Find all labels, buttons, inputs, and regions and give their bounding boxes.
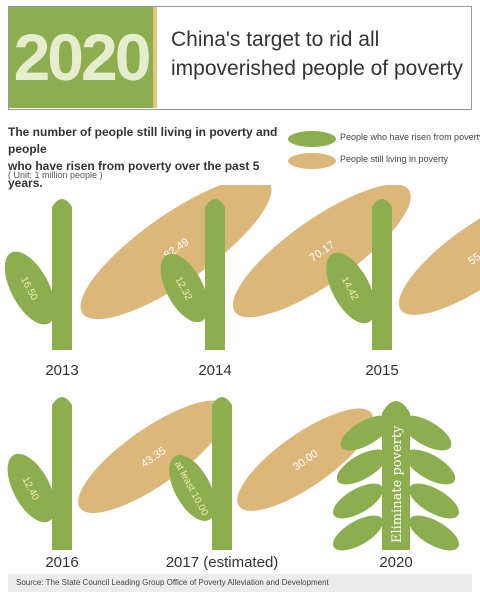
legend-swatch-green bbox=[288, 131, 336, 147]
year-label: 2015 bbox=[365, 362, 398, 379]
target-year: 2020 bbox=[13, 20, 152, 94]
plant-stem bbox=[52, 199, 72, 350]
title-line-2: impoverished people of poverty bbox=[171, 57, 463, 80]
tan-leaf-shape bbox=[78, 400, 229, 513]
year-label: 2020 bbox=[379, 554, 412, 570]
unit-note: ( Unit: 1 million people ) bbox=[8, 170, 103, 180]
legend: People who have risen from poverty Peopl… bbox=[288, 128, 480, 172]
subtitle-line-2: who have risen from poverty over the pas… bbox=[8, 159, 260, 190]
small-leaf bbox=[405, 449, 456, 485]
small-leaf bbox=[409, 483, 459, 519]
plant-stem bbox=[212, 397, 232, 550]
plant-4: 30.00 at least 10.00 2017 (estimated) bbox=[166, 397, 374, 570]
tan-leaf: 30.00 bbox=[237, 408, 374, 511]
plant-3: 43.35 12.40 2016 bbox=[7, 397, 229, 570]
small-leaf bbox=[333, 515, 383, 551]
year-block: 2020 bbox=[9, 7, 157, 108]
plant-stem bbox=[205, 199, 225, 350]
eliminate-poverty-text: Eliminate poverty bbox=[390, 425, 405, 543]
page-title: China's target to rid all impoverished p… bbox=[171, 25, 467, 83]
plant-stem bbox=[372, 199, 392, 350]
header-banner: 2020 China's target to rid all impoveris… bbox=[8, 6, 472, 110]
legend-swatch-tan bbox=[288, 153, 336, 169]
green-leaf-shape bbox=[169, 455, 216, 521]
green-leaf-shape bbox=[4, 251, 56, 325]
legend-label-risen: People who have risen from poverty bbox=[340, 132, 480, 142]
green-leaf-shape bbox=[160, 253, 209, 323]
plant-stem bbox=[52, 397, 72, 550]
tan-leaf: 55.75 bbox=[398, 193, 480, 315]
tan-leaf-shape bbox=[398, 193, 480, 315]
green-leaf: 12.32 bbox=[160, 253, 209, 323]
green-leaf: 12.40 bbox=[7, 453, 56, 523]
chart-subtitle: The number of people still living in pov… bbox=[8, 124, 278, 192]
green-leaf-shape bbox=[326, 252, 376, 324]
year-label: 2016 bbox=[45, 554, 78, 570]
title-line-1: China's target to rid all bbox=[171, 28, 380, 51]
plant-stem bbox=[382, 401, 410, 550]
green-leaf: 16.50 bbox=[4, 251, 56, 325]
tan-leaf-shape bbox=[232, 185, 411, 318]
green-leaf: at least 10.00 bbox=[169, 455, 216, 521]
green-leaf: 14.42 bbox=[326, 252, 376, 324]
small-leaf bbox=[401, 415, 452, 451]
legend-label-still-poor: People still living in poverty bbox=[340, 154, 449, 164]
green-leaf-shape bbox=[7, 453, 56, 523]
plant-2: 55.75 14.42 2015 bbox=[326, 193, 480, 379]
legend-item-still-poor: People still living in poverty bbox=[288, 150, 478, 172]
subtitle-line-1: The number of people still living in pov… bbox=[8, 125, 278, 156]
small-leaf bbox=[409, 515, 459, 551]
year-label: 2017 (estimated) bbox=[166, 554, 279, 570]
tan-leaf-shape bbox=[237, 408, 374, 511]
source-note: Source: The State Council Leading Group … bbox=[8, 574, 472, 592]
small-leaf bbox=[336, 449, 387, 485]
year-label: 2013 bbox=[45, 362, 78, 379]
legend-item-risen: People who have risen from poverty bbox=[288, 128, 480, 150]
tan-leaf: 43.35 bbox=[78, 400, 229, 513]
year-label: 2014 bbox=[198, 362, 231, 379]
plants-chart: 82.4916.50201370.1712.32201455.7514.4220… bbox=[4, 185, 480, 570]
small-leaf bbox=[333, 483, 383, 519]
plant-2020: Eliminate poverty 2020 bbox=[333, 401, 459, 570]
small-leaf bbox=[340, 415, 391, 451]
